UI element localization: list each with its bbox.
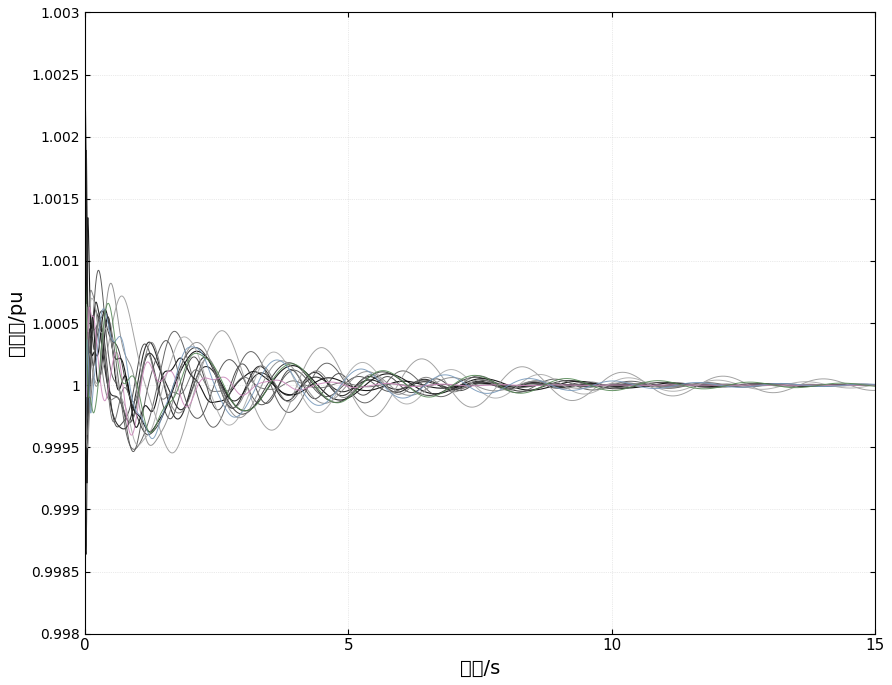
X-axis label: 时间/s: 时间/s — [460, 659, 500, 678]
Y-axis label: 角速度/pu: 角速度/pu — [7, 290, 26, 356]
